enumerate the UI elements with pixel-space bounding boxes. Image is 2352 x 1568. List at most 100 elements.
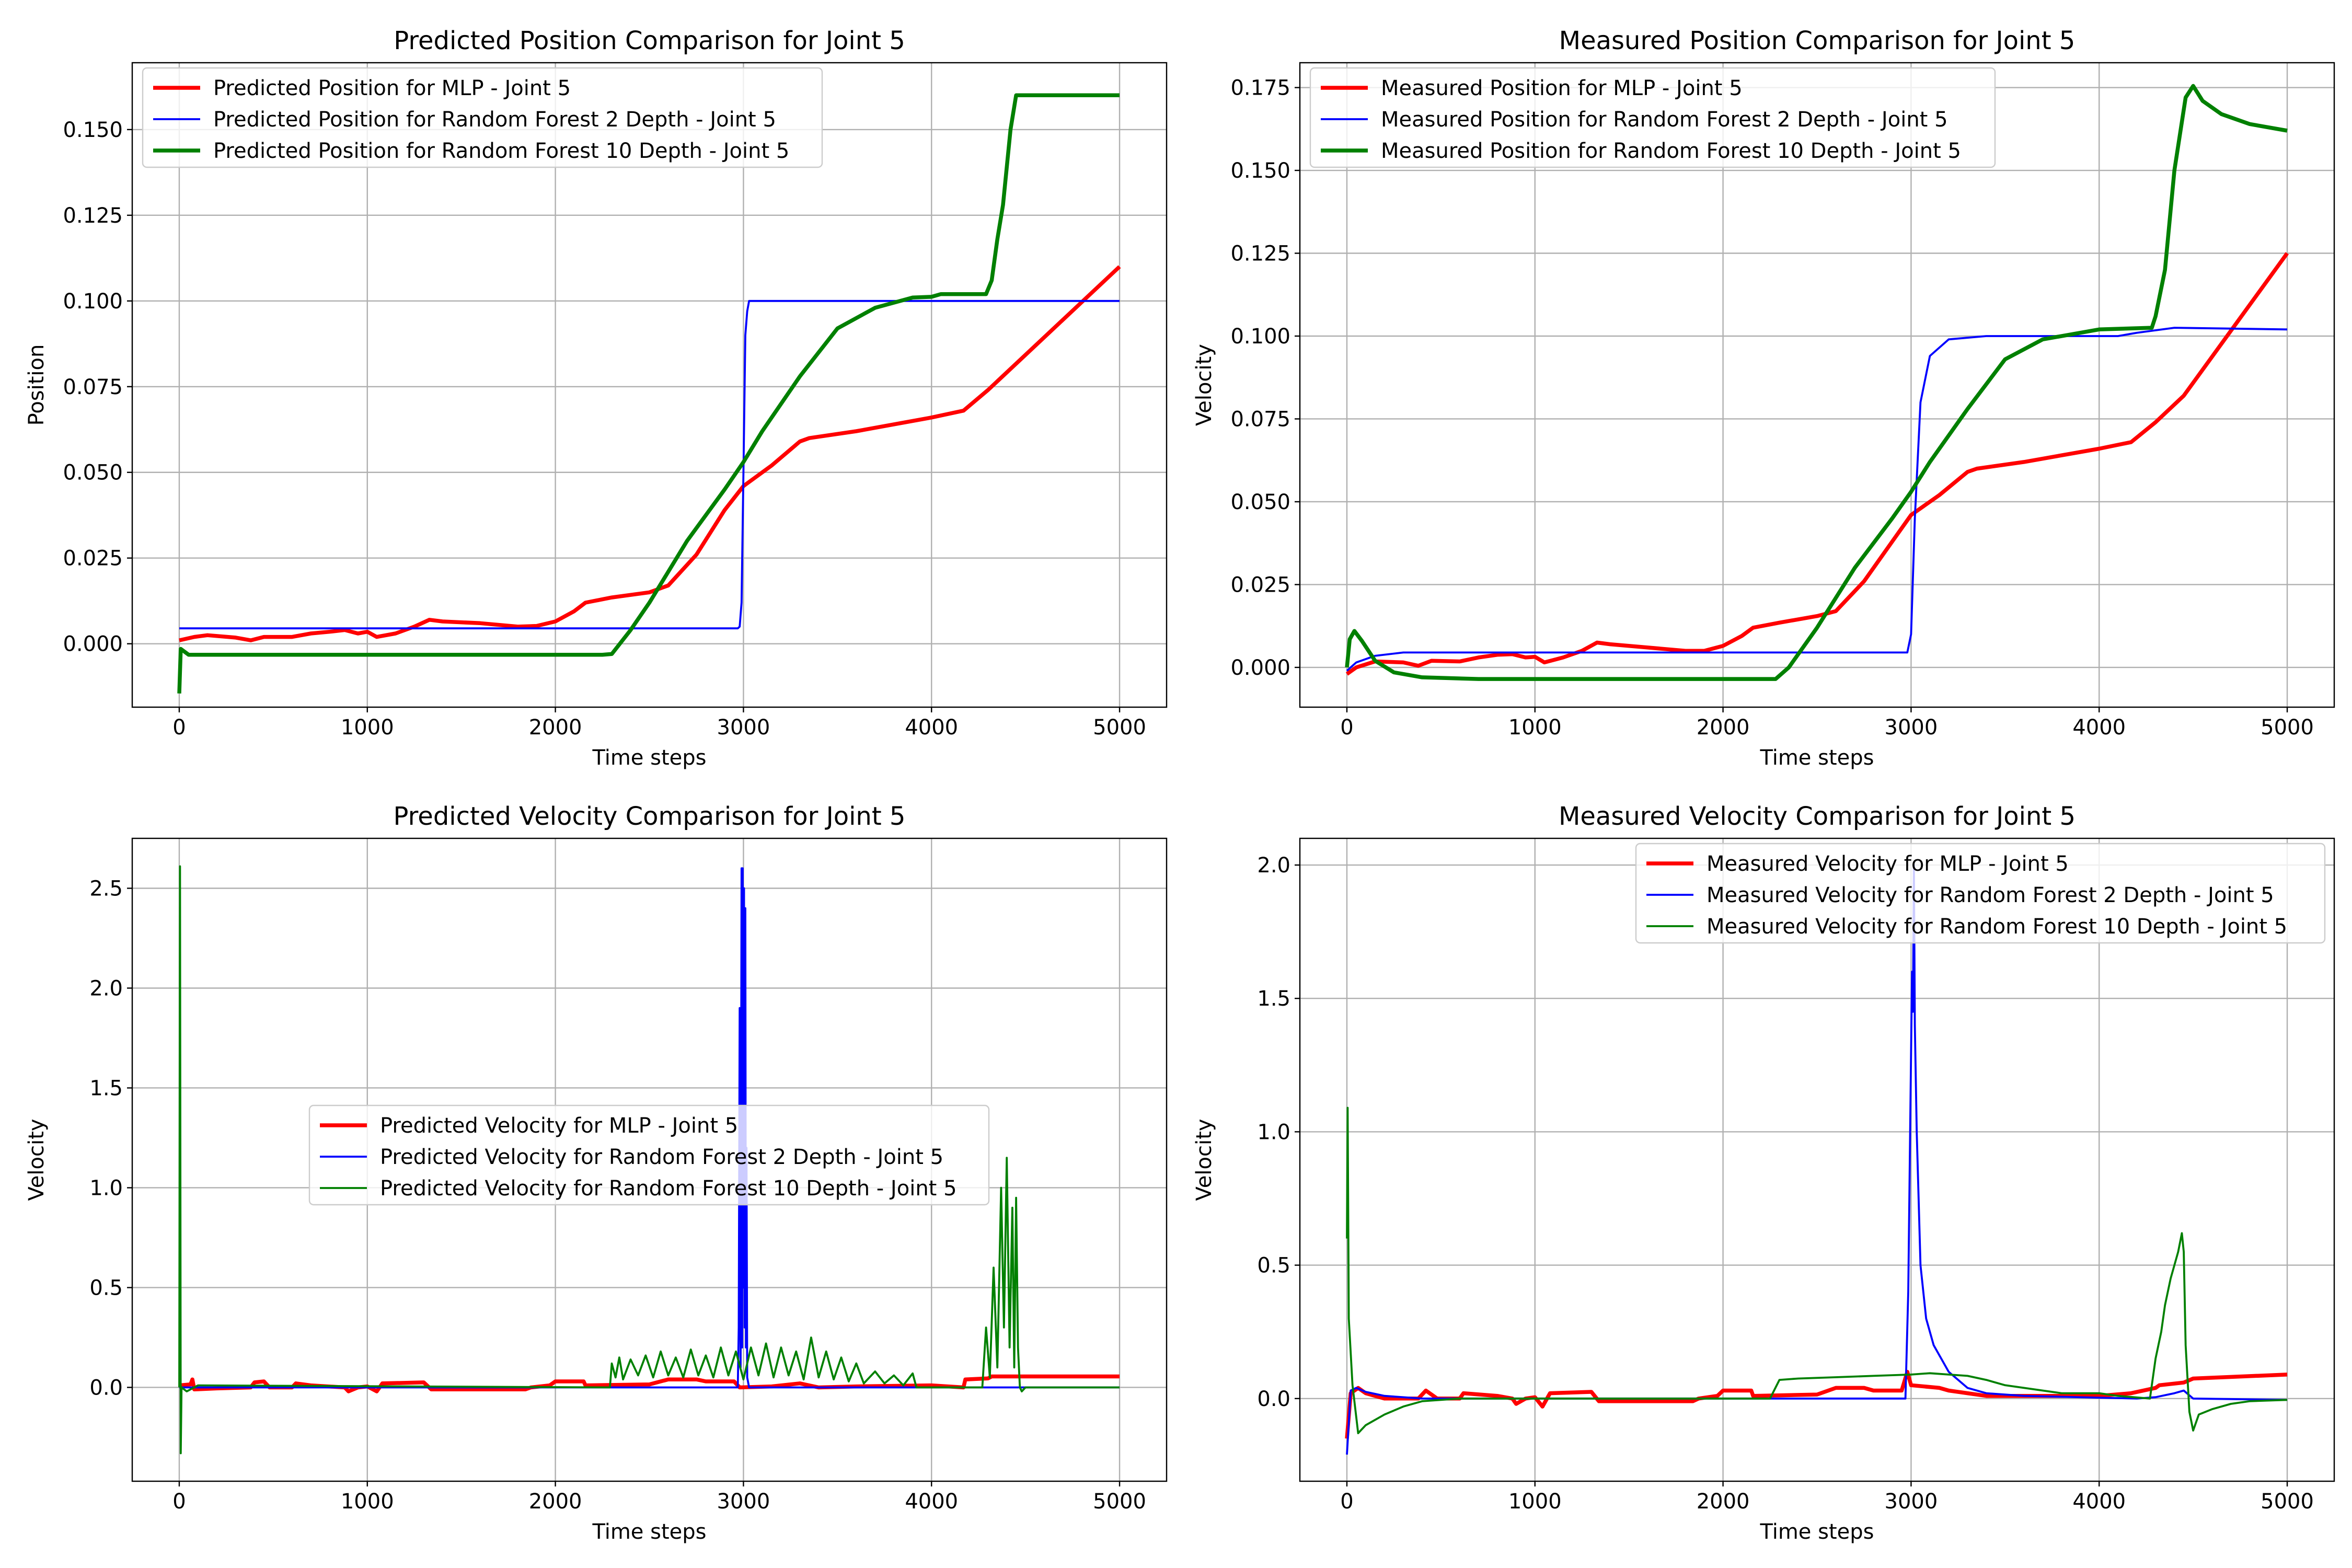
legend-label: Predicted Velocity for Random Forest 10 … (380, 1177, 957, 1201)
x-tick-label: 0 (172, 716, 186, 740)
y-tick-label: 0.000 (63, 632, 123, 656)
legend: Measured Position for MLP - Joint 5 Measu… (1309, 67, 1996, 168)
x-tick-label: 4000 (905, 716, 958, 740)
legend-label: Measured Velocity for Random Forest 10 D… (1707, 915, 2287, 939)
y-tick-label: 0.100 (1230, 325, 1290, 349)
x-tick-label: 3000 (1885, 716, 1938, 740)
chart-panel-4: 0 1000 2000 3000 4000 5000 0.0 0.5 1.0 1.5 2.0 Meas… (1192, 802, 2335, 1544)
y-tick-label: 0.050 (63, 461, 123, 485)
x-tick-label: 3000 (1885, 1490, 1938, 1514)
y-tick-label: 0.025 (1230, 573, 1290, 597)
series-line-3 (177, 93, 1120, 694)
x-tick-label: 3000 (717, 716, 770, 740)
y-tick-label: 1.5 (1257, 987, 1290, 1011)
x-tick-label: 0 (1340, 1490, 1353, 1514)
legend-label: Predicted Position for MLP - Joint 5 (213, 76, 571, 100)
x-tick-label: 2000 (529, 716, 582, 740)
legend-box (1635, 843, 2326, 944)
x-tick-label: 2000 (1697, 1490, 1750, 1514)
x-tick-label: 1000 (341, 716, 394, 740)
x-tick-label: 0 (172, 1490, 186, 1514)
series-line-1 (1345, 252, 2289, 676)
chart-panel-3: 0 1000 2000 3000 4000 5000 0.0 0.5 1.0 1.5 2.0 2.5 P… (25, 802, 1168, 1544)
y-tick-label: 0.0 (89, 1376, 123, 1400)
x-tick-label: 1000 (1508, 1490, 1562, 1514)
series-line-3 (1346, 1106, 2288, 1434)
legend-box (1309, 67, 1996, 168)
x-tick-label: 5000 (2261, 716, 2314, 740)
y-tick-label: 0.050 (1230, 490, 1290, 514)
x-tick-label: 1000 (1508, 716, 1562, 740)
series-line-2 (179, 299, 1120, 630)
series-group (1345, 864, 2288, 1455)
legend-label: Measured Velocity for Random Forest 2 De… (1707, 883, 2274, 907)
y-tick-label: 0.0 (1257, 1387, 1290, 1411)
y-tick-label: 1.0 (1257, 1120, 1290, 1144)
y-tick-label: 0.100 (63, 290, 123, 314)
legend: Predicted Position for MLP - Joint 5 Pred… (142, 67, 823, 168)
y-tick-label: 0.175 (1230, 76, 1290, 100)
series-line-3 (178, 865, 1120, 1455)
legend-label: Measured Velocity for MLP - Joint 5 (1707, 852, 2069, 876)
legend: Measured Velocity for MLP - Joint 5 Measu… (1635, 843, 2326, 944)
x-tick-label: 3000 (717, 1490, 770, 1514)
y-tick-label: 0.150 (1230, 159, 1290, 183)
chart-title: Measured Velocity Comparison for Joint 5 (1559, 802, 2076, 831)
legend-label: Predicted Position for Random Forest 10 … (213, 139, 789, 163)
series-line-1 (179, 265, 1121, 642)
legend-label: Measured Position for MLP - Joint 5 (1381, 76, 1743, 100)
y-tick-label: 0.125 (1230, 242, 1290, 266)
y-tick-label: 0.150 (63, 118, 123, 142)
axes-frame (131, 62, 1168, 708)
legend-box (142, 67, 823, 168)
legend-box (308, 1104, 990, 1206)
y-axis-label: Velocity (25, 1119, 49, 1201)
x-axis-label: Time steps (1760, 746, 1874, 770)
y-tick-label: 0.000 (1230, 656, 1290, 680)
series-group (1345, 84, 2289, 681)
y-tick-label: 1.5 (89, 1076, 123, 1100)
series-group (177, 93, 1121, 694)
x-tick-label: 2000 (1697, 716, 1750, 740)
legend-label: Predicted Velocity for MLP - Joint 5 (380, 1114, 738, 1138)
axes-frame (1299, 62, 2335, 708)
y-tick-label: 2.0 (89, 976, 123, 1000)
y-axis-label: Position (25, 344, 49, 426)
series-line-3 (1345, 84, 2288, 681)
x-tick-label: 5000 (2261, 1490, 2314, 1514)
series-line-1 (179, 1374, 1120, 1393)
y-tick-label: 2.5 (89, 877, 123, 901)
legend: Predicted Velocity for MLP - Joint 5 Pred… (308, 1104, 990, 1206)
y-tick-label: 0.5 (1257, 1254, 1290, 1278)
legend-label: Measured Position for Random Forest 2 De… (1381, 108, 1948, 132)
y-tick-label: 1.0 (89, 1176, 123, 1200)
chart-title: Predicted Position Comparison for Joint … (394, 26, 905, 55)
y-tick-label: 0.025 (63, 547, 123, 571)
x-tick-label: 5000 (1093, 716, 1146, 740)
y-tick-label: 0.075 (63, 375, 123, 399)
x-tick-label: 1000 (341, 1490, 394, 1514)
y-tick-label: 0.125 (63, 204, 123, 228)
x-tick-label: 4000 (2072, 1490, 2126, 1514)
x-tick-label: 2000 (529, 1490, 582, 1514)
x-tick-label: 0 (1340, 716, 1353, 740)
chart-panel-2: 0 1000 2000 3000 4000 5000 0.000 0.025 0.050 0.07… (1192, 26, 2335, 770)
axes-frame (131, 837, 1168, 1482)
x-tick-label: 5000 (1093, 1490, 1146, 1514)
x-axis-label: Time steps (592, 1520, 707, 1544)
y-tick-label: 0.075 (1230, 407, 1290, 431)
y-axis-label: Velocity (1192, 344, 1216, 426)
chart-title: Measured Position Comparison for Joint 5 (1559, 26, 2076, 55)
chart-title: Predicted Velocity Comparison for Joint … (394, 802, 906, 831)
y-axis-label: Velocity (1192, 1119, 1216, 1201)
series-line-2 (1346, 864, 2288, 1455)
legend-label: Predicted Velocity for Random Forest 2 D… (380, 1145, 943, 1169)
y-tick-label: 2.0 (1257, 854, 1290, 878)
legend-label: Predicted Position for Random Forest 2 D… (213, 108, 776, 132)
y-tick-label: 0.5 (89, 1276, 123, 1300)
x-axis-label: Time steps (1760, 1520, 1874, 1544)
x-tick-label: 4000 (905, 1490, 958, 1514)
series-line-2 (1346, 327, 2288, 672)
legend-label: Measured Position for Random Forest 10 D… (1381, 139, 1961, 163)
